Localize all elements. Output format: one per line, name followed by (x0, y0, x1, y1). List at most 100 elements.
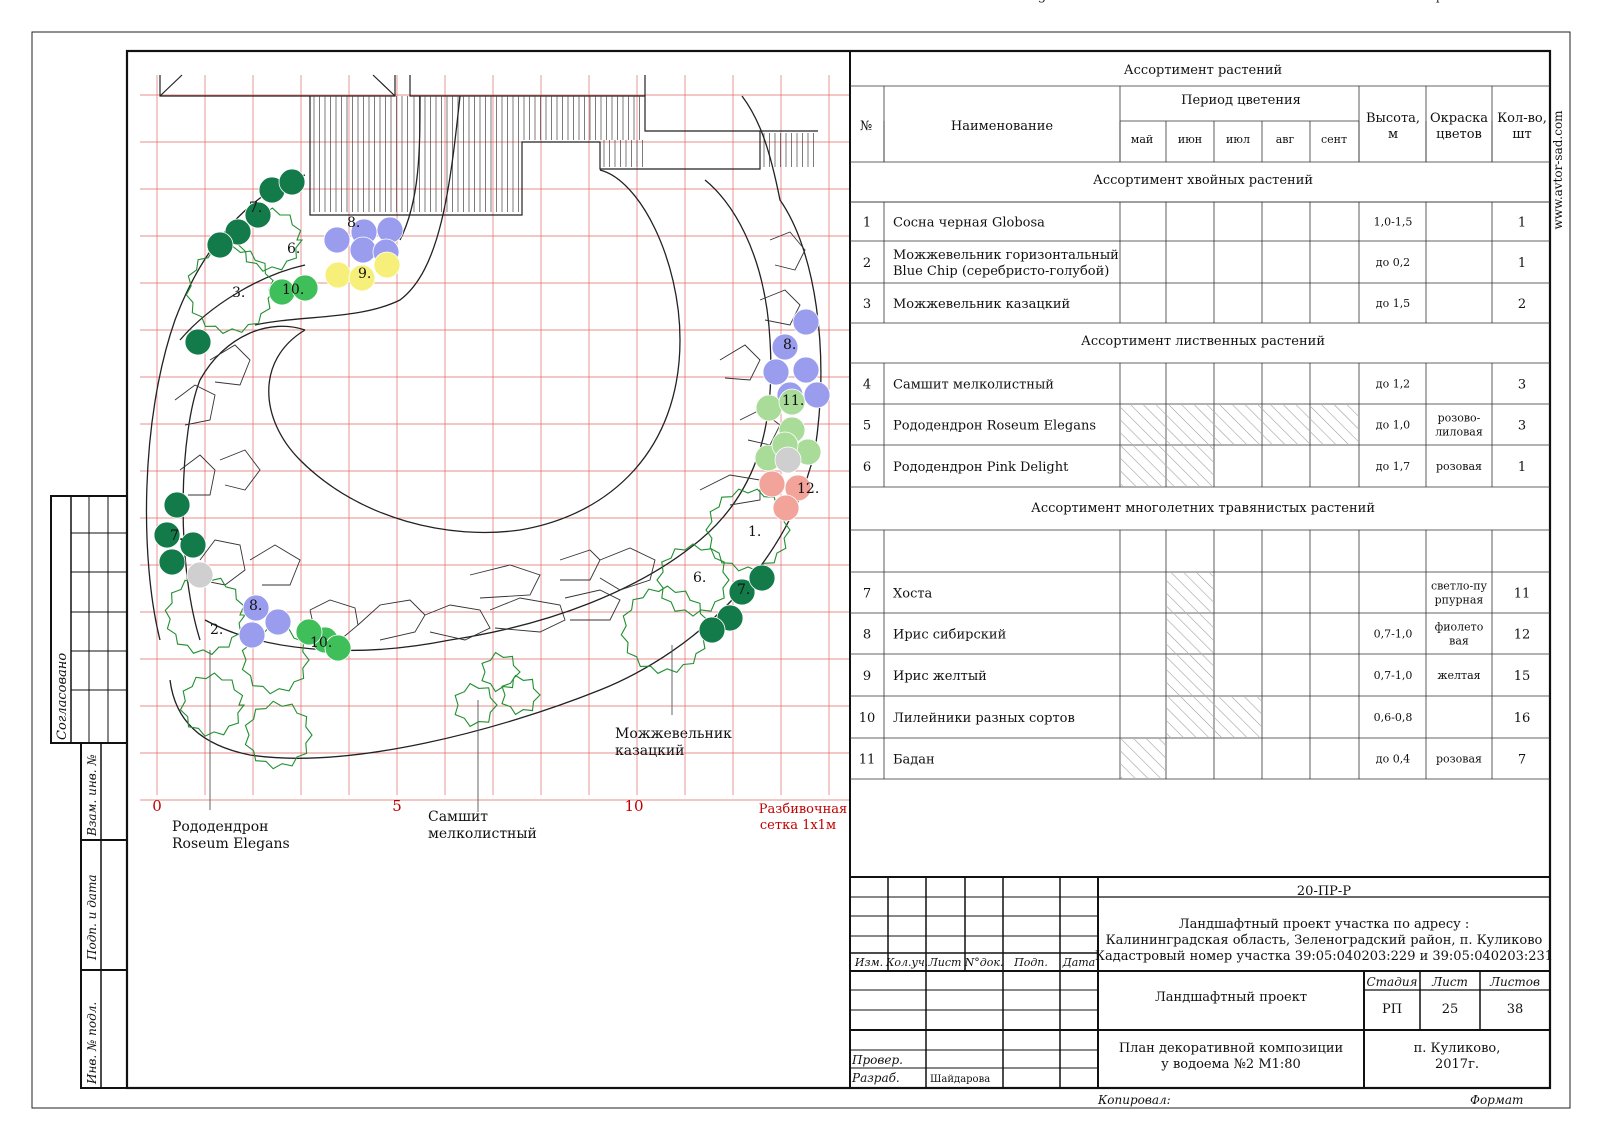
plant-pink (758, 470, 786, 498)
plant-number-label: 6. (287, 241, 300, 257)
header-qty-1: Кол-во, (1497, 111, 1547, 126)
row-flower-color: фиолето (1435, 621, 1484, 634)
sheet-label: Лист (1431, 975, 1468, 989)
table-title: Ассортимент растений (1124, 63, 1282, 78)
bloom-cell (1167, 446, 1213, 486)
header-month-jun: июн (1178, 133, 1202, 146)
plant-light-green (755, 394, 783, 422)
row-plant-name: Можжевельник казацкий (893, 297, 1070, 312)
bloom-cell (1121, 739, 1165, 778)
plant-dark-green (158, 548, 186, 576)
pine-shrub (705, 488, 791, 572)
row-flower-color: лиловая (1435, 426, 1483, 439)
deck-hatching (313, 96, 814, 212)
header-num: № (860, 119, 872, 134)
row-height: 0,7-1,0 (1374, 669, 1413, 682)
checked-label: Провер. (851, 1053, 903, 1067)
address-line1: Ландшафтный проект участка по адресу : (1179, 917, 1470, 932)
header-month-may: май (1131, 133, 1153, 146)
row-flower-color: розовая (1436, 460, 1482, 473)
bloom-cell (1311, 405, 1358, 444)
plant-dark-green (278, 168, 306, 196)
grid-label-line1: Разбивочная (759, 802, 847, 817)
project-type: Ландшафтный проект (1155, 990, 1307, 1005)
header-color-2: цветов (1436, 127, 1482, 142)
plant-dark-green (179, 531, 207, 559)
plant-number-label: 8. (249, 598, 262, 614)
doc-code: 20-ПР-Р (1297, 884, 1351, 899)
plant-gray (774, 446, 802, 474)
row-quantity: 12 (1514, 628, 1531, 643)
section-deciduous: Ассортимент лиственных растений (1081, 334, 1325, 349)
rhodo-shrub (179, 672, 246, 737)
sheets-label: Листов (1489, 975, 1540, 989)
drawing-title-line2: у водоема №2 М1:80 (1161, 1057, 1301, 1072)
row-quantity: 16 (1514, 711, 1531, 726)
plant-number-label: 8. (783, 337, 796, 353)
callout-samshit-line2: мелколистный (428, 826, 537, 842)
row-number: 12 (859, 0, 876, 4)
bloom-cell (1263, 405, 1309, 444)
plant-pink (772, 494, 800, 522)
row-plant-name: Можжевельник горизонтальный (893, 248, 1119, 263)
plant-iris-blue (264, 608, 292, 636)
callout-leaders (209, 645, 673, 812)
place-line2: 2017г. (1435, 1057, 1479, 1072)
boxwood-shrub (454, 682, 498, 728)
boxwood-shrub (501, 674, 541, 716)
stamp-podp: Подп. и дата (85, 875, 99, 962)
header-name: Наименование (951, 119, 1053, 134)
row-number: 9 (863, 669, 871, 684)
row-number: 1 (863, 216, 871, 231)
rhodo-shrub (244, 700, 313, 770)
plant-iris-blue (242, 594, 270, 622)
copied-label: Копировал: (1097, 1093, 1171, 1107)
website-label: www.avtor-sad.com (1551, 110, 1565, 230)
row-quantity: 1 (1518, 216, 1526, 231)
bloom-cell (1121, 446, 1165, 486)
row-plant-name: Сосна черная Globosa (893, 216, 1045, 231)
scale-5: 5 (392, 797, 402, 815)
plant-dark-green (728, 578, 756, 606)
stage-value: РП (1382, 1002, 1402, 1017)
col-ndok: N°док. (964, 956, 1004, 969)
callout-juniper-line2: казацкий (615, 743, 685, 759)
col-izm: Изм. (854, 956, 883, 969)
row-plant-name: Бадан (893, 753, 935, 768)
row-number: 10 (859, 711, 876, 726)
garden-plan: 1. 2. 3. 6. 6. 7. 7. 7. 8. 8. 8. 9. 10. 10. 11. 12. (140, 74, 849, 812)
bloom-cell (1167, 405, 1213, 444)
plant-number-label: 8. (347, 215, 360, 231)
plant-number-label: 6. (693, 570, 706, 586)
bloom-cell (1167, 697, 1213, 737)
developer-name: Шайдарова (930, 1074, 990, 1085)
juniper-shrub (620, 585, 711, 675)
plant-iris-yellow (373, 251, 401, 279)
plant-number-label: 7. (249, 200, 262, 216)
boxwood-shrub (481, 651, 521, 693)
row-plant-name: Самшит мелколистный (893, 378, 1054, 393)
row-height: до 0,2 (1376, 256, 1410, 269)
plant-iris-blue (376, 216, 404, 244)
row-height: до 0,4 (1376, 753, 1410, 766)
row-number: 3 (863, 297, 871, 312)
row-number: 11 (859, 753, 876, 768)
row-number: 2 (863, 256, 871, 271)
row-plant-name: Рододендрон Pink Delight (893, 460, 1069, 475)
drawing-title-line1: План декоративной композиции (1119, 1041, 1343, 1056)
plant-dark-green (748, 564, 776, 592)
scale-0: 0 (152, 797, 162, 815)
row-height: 0,6-0,8 (1374, 711, 1413, 724)
callout-samshit-line1: Самшит (428, 809, 488, 825)
house-outline (159, 74, 818, 216)
header-month-jul: июл (1226, 133, 1250, 146)
plant-iris-yellow (348, 264, 376, 292)
row-quantity: 1 (1518, 256, 1526, 271)
table-grid (850, 85, 1550, 780)
header-height-2: м (1388, 127, 1398, 142)
plant-number-label: 3. (232, 285, 245, 301)
bloom-cell (1215, 697, 1261, 737)
row-plant-name: Лилейники разных сортов (893, 711, 1075, 726)
section-conifers: Ассортимент хвойных растений (1093, 173, 1313, 188)
